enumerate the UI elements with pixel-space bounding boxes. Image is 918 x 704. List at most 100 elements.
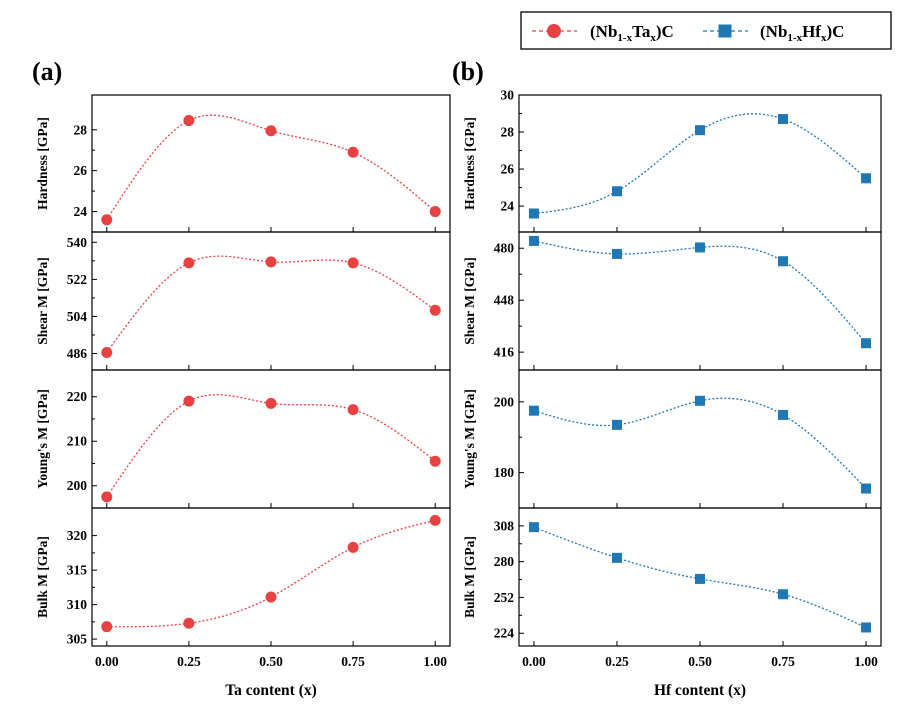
y-tick-label: 252 [494, 590, 515, 605]
y-tick-label: 308 [494, 518, 515, 533]
data-point [265, 125, 277, 137]
y-axis-title: Shear M [GPa] [35, 257, 50, 345]
y-tick-label: 280 [494, 554, 515, 569]
data-point [429, 304, 441, 316]
data-point [528, 405, 539, 416]
x-axis-title-b: Hf content (x) [654, 682, 746, 699]
legend-label-hf: (Nb1-xHfx)C [760, 22, 844, 44]
plot-frame [91, 369, 451, 509]
legend-entry-ta: (Nb1-xTax)C [532, 22, 674, 44]
data-point [611, 552, 622, 563]
y-tick-label: 200 [67, 478, 88, 493]
data-point [861, 338, 872, 349]
series-line [106, 519, 436, 628]
y-tick-label: 310 [67, 597, 88, 612]
x-tick-label: 0.50 [259, 654, 283, 669]
data-point [861, 173, 872, 184]
data-point [183, 115, 195, 127]
y-tick-label: 220 [67, 389, 88, 404]
y-tick-label: 210 [67, 434, 88, 449]
legend-marker-ta [547, 24, 561, 38]
y-tick-label: 224 [494, 626, 515, 641]
y-tick-label: 26 [501, 162, 515, 177]
series-line [106, 255, 436, 353]
subplot-a-3: 200 210 220 Young's M [GPa] [35, 369, 451, 509]
y-tick-label: 24 [501, 199, 515, 214]
x-tick-label: 0.00 [522, 654, 546, 669]
plot-frame [91, 94, 451, 233]
y-tick-label: 28 [74, 122, 88, 137]
subplot-a-4: 305 310 315 320 Bulk M [GPa] [35, 507, 451, 647]
subplot-b-3: 180 200 Young's M [GPa] [462, 369, 882, 509]
x-tick-label: 0.75 [771, 654, 795, 669]
x-axis-title-a: Ta content (x) [225, 682, 317, 699]
y-axis-title: Young's M [GPa] [35, 389, 50, 489]
series-line [533, 240, 867, 344]
data-point [778, 114, 789, 125]
y-tick-label: 315 [67, 563, 88, 578]
y-axis-title: Shear M [GPa] [462, 257, 477, 345]
x-tick-label: 0.25 [605, 654, 629, 669]
y-tick-label: 448 [494, 293, 515, 308]
x-tick-label: 0.50 [688, 654, 712, 669]
plot-frame [518, 231, 882, 371]
panel-a: 24 26 28 Hardness [GPa] 486 504 522 540 Shear M … [35, 94, 451, 669]
data-point [778, 256, 789, 267]
series-line [533, 397, 867, 489]
data-point [861, 483, 872, 494]
y-tick-label: 504 [67, 309, 88, 324]
plot-frame [518, 94, 882, 233]
y-tick-label: 24 [74, 204, 88, 219]
panel-b: 24 26 28 30 Hardness [GPa] 416 448 480 Shear M [… [462, 88, 882, 669]
y-axis-title: Bulk M [GPa] [462, 536, 477, 618]
data-point [695, 125, 705, 136]
y-tick-label: 486 [67, 346, 88, 361]
data-point [347, 146, 359, 158]
legend: (Nb1-xTax)C (Nb1-xHfx)C [520, 11, 892, 50]
panel-label-b: (b) [452, 57, 484, 86]
legend-entry-hf: (Nb1-xHfx)C [703, 22, 844, 44]
data-point [429, 514, 441, 526]
data-point [101, 214, 113, 226]
data-point [183, 617, 195, 629]
data-point [528, 522, 539, 533]
data-point [695, 242, 705, 253]
x-tick-label: 1.00 [423, 654, 447, 669]
x-tick-label: 0.25 [177, 654, 201, 669]
data-point [347, 541, 359, 553]
y-tick-label: 320 [67, 528, 88, 543]
data-point [528, 208, 539, 219]
y-tick-label: 200 [494, 394, 515, 409]
data-point [429, 206, 441, 218]
data-point [861, 622, 872, 633]
data-point [778, 409, 789, 420]
data-point [429, 455, 441, 467]
data-point [611, 186, 622, 197]
y-tick-label: 180 [494, 465, 515, 480]
y-tick-label: 540 [67, 235, 88, 250]
subplot-b-4: 224 252 280 308 Bulk M [GPa] [462, 507, 882, 647]
data-point [101, 346, 113, 358]
y-tick-label: 26 [74, 163, 88, 178]
y-tick-label: 28 [501, 125, 515, 140]
legend-label-ta: (Nb1-xTax)C [590, 22, 674, 44]
data-point [265, 256, 277, 268]
y-axis-title: Bulk M [GPa] [35, 536, 50, 618]
subplot-b-2: 416 448 480 Shear M [GPa] [462, 231, 882, 371]
y-tick-label: 305 [67, 632, 88, 647]
data-point [347, 257, 359, 269]
series-line [106, 394, 436, 498]
subplot-b-1: 24 26 28 30 Hardness [GPa] [462, 88, 882, 233]
y-axis-title: Hardness [GPa] [35, 117, 50, 210]
subplot-a-2: 486 504 522 540 Shear M [GPa] [35, 231, 451, 371]
data-point [183, 257, 195, 269]
panel-label-a: (a) [32, 57, 62, 86]
legend-marker-hf [718, 24, 732, 38]
y-tick-label: 522 [67, 272, 88, 287]
y-tick-label: 416 [494, 345, 515, 360]
x-tick-label: 0.75 [341, 654, 365, 669]
data-point [347, 404, 359, 416]
plot-frame [518, 369, 882, 509]
data-point [611, 248, 622, 259]
